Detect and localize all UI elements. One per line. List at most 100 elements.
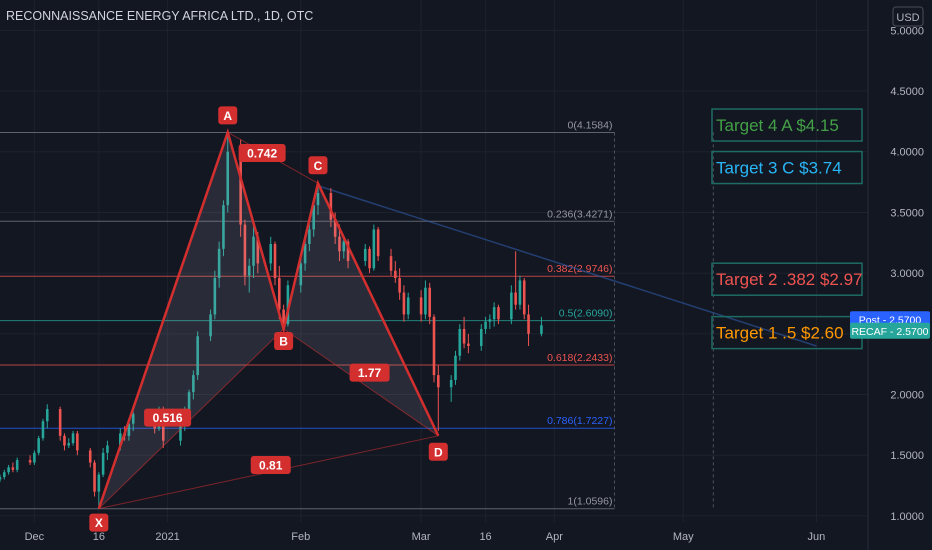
candle-body bbox=[540, 325, 543, 334]
pattern-point-b-text: B bbox=[279, 334, 288, 348]
candle-body bbox=[308, 229, 311, 245]
price-axis[interactable]: 5.00004.50004.00003.50003.00002.50002.00… bbox=[850, 25, 930, 523]
chart-title: RECONNAISSANCE ENERGY AFRICA LTD., 1D, O… bbox=[6, 9, 313, 23]
price-badge-bg bbox=[850, 322, 930, 339]
target-box: Target 3 C $3.74 bbox=[711, 150, 863, 185]
target-box-label: Target 4 A $4.15 bbox=[716, 116, 839, 135]
pattern-point-a-text: A bbox=[223, 109, 232, 123]
fib-level-label: 1(1.0596) bbox=[568, 496, 613, 508]
candle-body bbox=[269, 244, 273, 264]
y-tick-label: 4.0000 bbox=[890, 147, 924, 159]
pattern-point-c-text: C bbox=[314, 159, 323, 173]
candle bbox=[398, 268, 401, 300]
pattern-ratio-label: 0.81 bbox=[250, 455, 291, 474]
pattern-point-c: C bbox=[308, 156, 328, 175]
candle-body bbox=[226, 151, 230, 206]
candle bbox=[76, 430, 79, 456]
harmonic-pattern: X A B C D 0.742 0.516 1.77 0.81 bbox=[89, 106, 448, 532]
target-box-label: Target 1 .5 $2.60 bbox=[716, 324, 844, 343]
pattern-point-b: B bbox=[274, 331, 294, 350]
candle-body bbox=[76, 433, 79, 451]
candle bbox=[454, 350, 457, 385]
candle bbox=[372, 224, 376, 271]
candle-body bbox=[45, 409, 49, 422]
candle-body bbox=[11, 467, 15, 470]
pattern-ratio-label: 0.742 bbox=[238, 143, 286, 162]
candle-body bbox=[488, 319, 492, 322]
fib-retracement: 0(4.1584)0.236(3.4271)0.382(2.9746)0.5(2… bbox=[0, 120, 714, 510]
candle-body bbox=[192, 375, 195, 393]
grid bbox=[0, 0, 868, 522]
candle-body bbox=[15, 460, 19, 470]
candle-body bbox=[33, 452, 36, 463]
candle bbox=[527, 304, 530, 346]
candle bbox=[389, 248, 393, 276]
candle-body bbox=[363, 248, 367, 261]
candle-body bbox=[58, 409, 62, 436]
pattern-point-d: D bbox=[428, 442, 448, 461]
candle bbox=[101, 447, 105, 478]
candle bbox=[479, 324, 483, 351]
candle-body bbox=[131, 413, 135, 424]
pattern-point-x: X bbox=[89, 513, 109, 532]
y-tick-label: 4.5000 bbox=[890, 86, 924, 98]
pattern-point-c-bg bbox=[308, 156, 328, 175]
pattern-point-b-bg bbox=[274, 331, 294, 350]
candle bbox=[437, 365, 440, 431]
candle bbox=[299, 258, 303, 293]
candle-body bbox=[398, 277, 401, 293]
target-box: Target 2 .382 $2.97 bbox=[711, 262, 863, 296]
candle bbox=[449, 375, 453, 402]
x-tick-label: May bbox=[673, 531, 694, 543]
candle bbox=[7, 464, 10, 475]
time-axis[interactable]: Dec 16 2021 Feb Mar 16 Apr May Jun bbox=[25, 531, 826, 543]
candle-body bbox=[329, 193, 333, 220]
candle bbox=[11, 462, 15, 473]
candle bbox=[458, 324, 462, 361]
candle bbox=[45, 404, 49, 429]
pattern-point-d-bg bbox=[428, 442, 448, 461]
candle bbox=[510, 285, 513, 325]
candle bbox=[402, 285, 406, 322]
candle bbox=[131, 411, 135, 431]
price-badge-text: RECAF - 2.5700 bbox=[851, 326, 928, 338]
candle-body bbox=[527, 314, 530, 334]
candle-body bbox=[376, 229, 380, 257]
currency-label[interactable]: USD bbox=[896, 12, 919, 24]
pattern-ratio-label-text: 0.516 bbox=[153, 411, 183, 425]
x-tick-label: Mar bbox=[412, 531, 431, 543]
candle-body bbox=[303, 244, 307, 264]
candle bbox=[376, 227, 380, 261]
candle-body bbox=[368, 248, 371, 269]
candle-body bbox=[402, 292, 406, 315]
candle-body bbox=[63, 435, 66, 446]
pattern-fill-bcd bbox=[283, 183, 439, 436]
candle-body bbox=[342, 241, 346, 252]
candle-body bbox=[389, 256, 393, 271]
pattern-ratio-label-bg bbox=[349, 363, 390, 382]
y-tick-label: 5.0000 bbox=[890, 25, 924, 37]
candle bbox=[67, 438, 71, 448]
fib-level-label: 0.5(2.6090) bbox=[559, 308, 613, 320]
fib-level-label: 0.786(1.7227) bbox=[547, 415, 612, 427]
candle bbox=[217, 241, 221, 288]
candle-body bbox=[196, 336, 199, 376]
target-box-frame bbox=[711, 262, 863, 296]
candle bbox=[226, 132, 230, 213]
candle-body bbox=[419, 297, 423, 315]
target-box-label: Target 2 .382 $2.97 bbox=[716, 270, 863, 289]
candle-body bbox=[346, 241, 350, 261]
currency-badge-frame[interactable] bbox=[892, 6, 924, 27]
candle bbox=[243, 219, 247, 286]
candle-body bbox=[462, 328, 466, 344]
candle-body bbox=[424, 287, 427, 315]
target-box: Target 4 A $4.15 bbox=[711, 108, 863, 142]
candle bbox=[467, 333, 470, 354]
candle-body bbox=[522, 280, 526, 315]
candle-body bbox=[372, 229, 376, 269]
candle bbox=[518, 275, 522, 310]
pattern-ratio-label: 1.77 bbox=[349, 363, 390, 382]
candle bbox=[394, 261, 397, 283]
candle bbox=[428, 282, 431, 325]
